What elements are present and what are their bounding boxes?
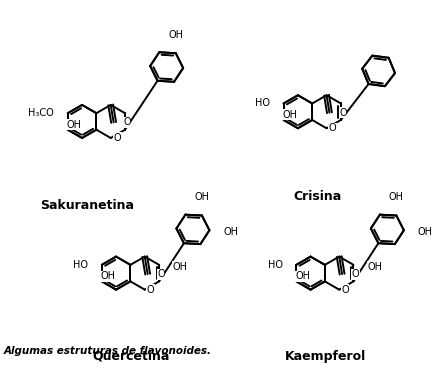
Text: O: O — [147, 285, 155, 295]
Text: O: O — [339, 108, 347, 118]
Text: OH: OH — [168, 30, 183, 40]
Text: O: O — [352, 269, 359, 279]
Text: OH: OH — [101, 271, 116, 281]
Text: OH: OH — [173, 262, 187, 272]
Text: OH: OH — [418, 227, 432, 237]
Text: OH: OH — [223, 227, 238, 237]
Text: Kaempferol: Kaempferol — [285, 350, 366, 363]
Text: OH: OH — [67, 120, 82, 130]
Text: Algumas estruturas de flavonoides.: Algumas estruturas de flavonoides. — [3, 346, 211, 356]
Text: O: O — [341, 285, 349, 295]
Text: H₃CO: H₃CO — [28, 108, 54, 118]
Text: OH: OH — [367, 262, 382, 272]
Text: OH: OH — [194, 192, 210, 202]
Text: O: O — [123, 117, 131, 127]
Text: HO: HO — [73, 260, 88, 270]
Text: O: O — [114, 133, 121, 143]
Text: Crisina: Crisina — [293, 190, 342, 202]
Text: OH: OH — [389, 192, 404, 202]
Text: HO: HO — [268, 260, 283, 270]
Text: O: O — [158, 269, 165, 279]
Text: HO: HO — [255, 99, 270, 109]
Text: OH: OH — [283, 110, 298, 120]
Text: OH: OH — [295, 271, 310, 281]
Text: O: O — [329, 123, 336, 133]
Text: Sakuranetina: Sakuranetina — [40, 199, 134, 212]
Text: Quercetina: Quercetina — [92, 350, 169, 363]
